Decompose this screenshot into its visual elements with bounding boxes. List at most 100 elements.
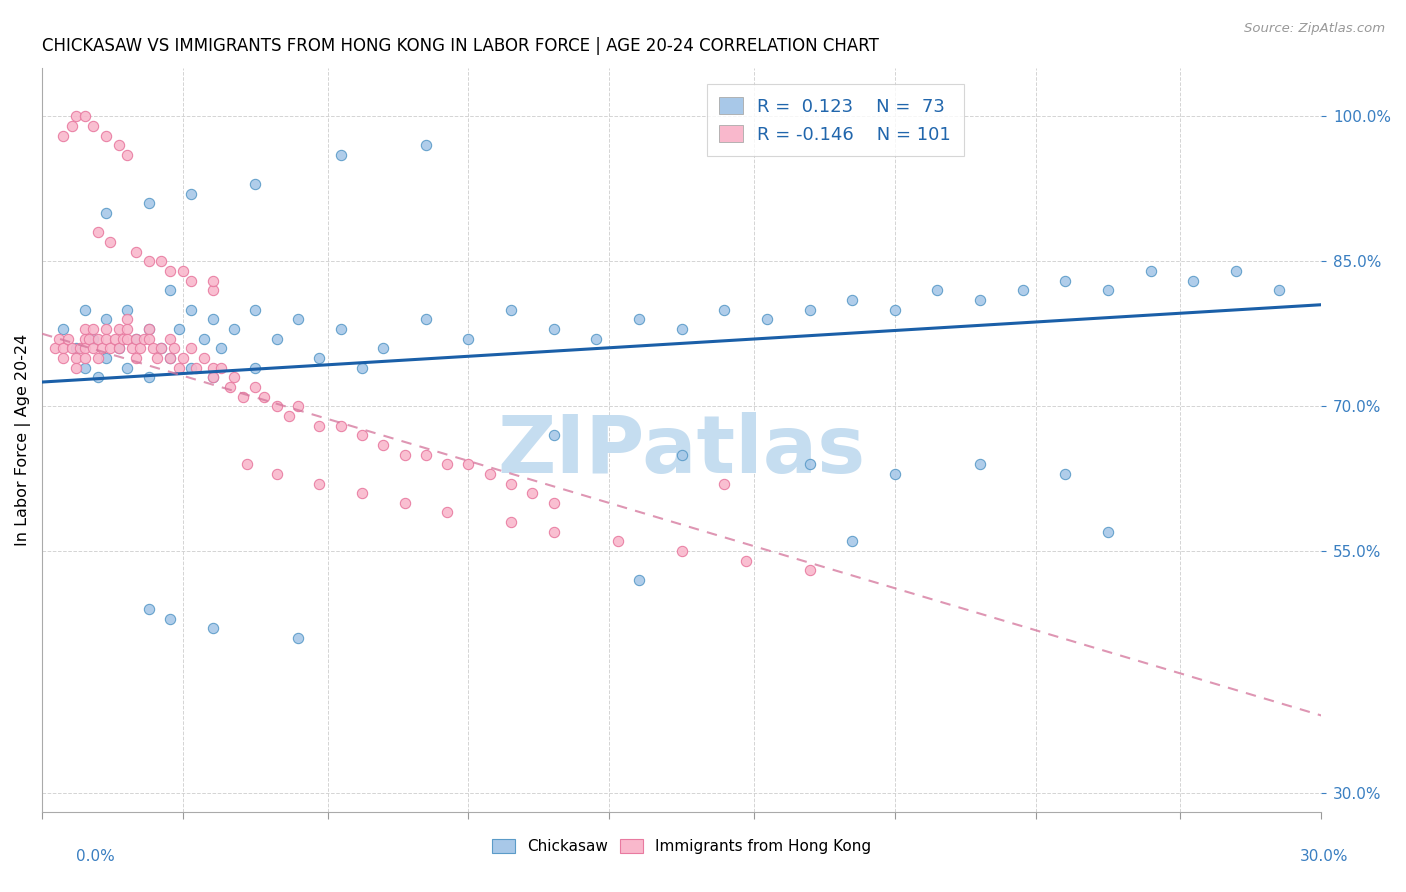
Point (94, 206, 117, 220)
Point (146, 351, 169, 365)
Point (209, 341, 232, 355)
Point (222, 370, 245, 384)
Point (308, 476, 330, 491)
Point (159, 264, 181, 278)
Text: CHICKASAW VS IMMIGRANTS FROM HONG KONG IN LABOR FORCE | AGE 20-24 CORRELATION CH: CHICKASAW VS IMMIGRANTS FROM HONG KONG I… (42, 37, 879, 55)
Point (159, 283, 181, 297)
Point (180, 341, 202, 355)
Point (94, 322, 117, 336)
Point (373, 341, 395, 355)
Point (52, 322, 75, 336)
Point (60, 119, 83, 133)
Point (184, 360, 207, 375)
Point (543, 524, 565, 539)
Point (117, 148, 139, 162)
Point (841, 293, 863, 307)
Point (969, 293, 991, 307)
Point (799, 302, 821, 317)
Point (266, 399, 288, 413)
Point (65, 360, 87, 375)
Point (125, 244, 148, 259)
Point (585, 332, 607, 346)
Point (201, 274, 224, 288)
Point (104, 332, 127, 346)
Point (108, 341, 131, 355)
Point (82, 341, 104, 355)
Point (394, 448, 416, 462)
Point (138, 322, 160, 336)
Point (222, 322, 245, 336)
Point (350, 360, 373, 375)
Point (73, 360, 96, 375)
Point (501, 515, 523, 529)
Point (65, 351, 87, 365)
Point (77, 332, 100, 346)
Point (121, 341, 143, 355)
Point (73, 351, 96, 365)
Point (627, 573, 650, 587)
Point (1097, 524, 1119, 539)
Point (415, 138, 437, 153)
Point (278, 409, 301, 423)
Point (44, 341, 66, 355)
Point (117, 322, 139, 336)
Point (755, 312, 778, 326)
Point (373, 438, 395, 452)
Point (713, 476, 735, 491)
Point (142, 341, 165, 355)
Point (266, 332, 288, 346)
Point (231, 390, 253, 404)
Point (969, 457, 991, 471)
Point (799, 564, 821, 578)
Point (86, 351, 108, 365)
Point (180, 186, 202, 201)
Point (287, 312, 309, 326)
Point (329, 322, 352, 336)
Point (927, 283, 949, 297)
Point (329, 148, 352, 162)
Point (138, 254, 160, 268)
Point (117, 312, 139, 326)
Point (56, 332, 79, 346)
Point (108, 341, 131, 355)
Point (86, 332, 108, 346)
Point (65, 341, 87, 355)
Point (98, 341, 121, 355)
Point (457, 332, 479, 346)
Point (287, 399, 309, 413)
Point (112, 332, 135, 346)
Point (543, 322, 565, 336)
Point (94, 128, 117, 143)
Point (138, 322, 160, 336)
Point (201, 312, 224, 326)
Point (671, 322, 693, 336)
Point (457, 457, 479, 471)
Point (734, 554, 756, 568)
Point (150, 341, 173, 355)
Point (125, 332, 148, 346)
Point (245, 177, 267, 191)
Point (159, 351, 181, 365)
Point (1139, 264, 1161, 278)
Point (201, 360, 224, 375)
Legend: R =  0.123    N =  73, R = -0.146    N = 101: R = 0.123 N = 73, R = -0.146 N = 101 (707, 85, 963, 156)
Point (159, 332, 181, 346)
Point (308, 351, 330, 365)
Point (287, 631, 309, 645)
Point (86, 225, 108, 239)
Point (73, 332, 96, 346)
Point (350, 486, 373, 500)
Point (180, 274, 202, 288)
Point (245, 302, 267, 317)
Point (129, 341, 152, 355)
Point (94, 332, 117, 346)
Point (350, 428, 373, 442)
Point (1054, 274, 1077, 288)
Point (478, 467, 501, 481)
Point (436, 457, 458, 471)
Point (138, 196, 160, 211)
Point (172, 351, 194, 365)
Point (108, 138, 131, 153)
Point (52, 351, 75, 365)
Point (671, 544, 693, 558)
